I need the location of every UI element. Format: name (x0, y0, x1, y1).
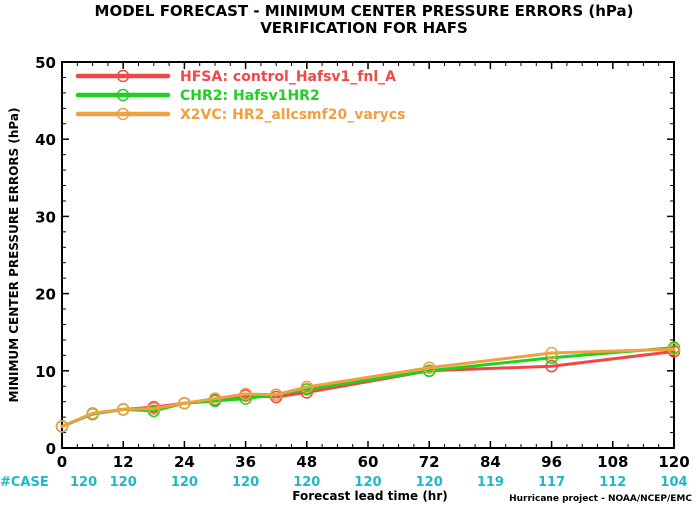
legend-entry: CHR2: Hafsv1HR2 (180, 88, 320, 104)
data-point (147, 402, 161, 415)
y-tick-label: 50 (35, 54, 56, 72)
legend-swatch-marker (116, 88, 130, 102)
series-layer (55, 341, 681, 433)
credit-text: Hurricane project - NOAA/NCEP/EMC (509, 494, 692, 504)
y-tick-label: 30 (35, 208, 56, 226)
x-tick-label: 48 (296, 453, 317, 471)
y-axis-label: MINIMUM CENTER PRESSURE ERRORS (hPa) (7, 108, 21, 403)
legend-swatch-marker (116, 107, 130, 121)
legend-swatch-marker (116, 69, 130, 83)
case-count-value: 104 (660, 475, 687, 490)
data-point (116, 403, 130, 416)
series-1 (55, 345, 681, 433)
case-count-value: 120 (416, 475, 443, 490)
x-tick-label: 84 (480, 453, 501, 471)
x-tick-label: 24 (174, 453, 195, 471)
chart-subtitle: VERIFICATION FOR HAFS (260, 19, 468, 37)
case-count-value: 120 (70, 475, 97, 490)
x-tick-label: 60 (358, 453, 379, 471)
data-point (422, 364, 436, 378)
data-point (239, 387, 252, 401)
case-count-value: 120 (354, 475, 381, 490)
series-2 (55, 341, 681, 433)
series-line (60, 350, 676, 428)
data-point (545, 346, 558, 360)
y-tick-label: 40 (35, 131, 56, 149)
x-axis-label: Forecast lead time (hr) (292, 489, 448, 503)
data-point (545, 359, 558, 373)
data-point (422, 361, 436, 374)
x-tick-label: 72 (419, 453, 440, 471)
y-tick-label: 10 (35, 363, 56, 381)
data-point (667, 342, 681, 356)
case-count-value: 112 (599, 475, 626, 490)
case-count-value: 117 (538, 475, 565, 490)
chart-title: MODEL FORECAST - MINIMUM CENTER PRESSURE… (95, 2, 634, 20)
x-tick-label: 96 (541, 453, 562, 471)
data-point (178, 396, 191, 410)
data-point (300, 380, 314, 394)
series-3 (55, 342, 681, 433)
data-point (55, 420, 69, 433)
y-tick-label: 20 (35, 286, 56, 304)
x-tick-label: 12 (113, 453, 134, 471)
case-count-value: 120 (110, 475, 137, 490)
legend: HFSA: control_Hafsv1_fnl_A CHR2: Hafsv1HR… (75, 69, 405, 123)
legend-entry: HFSA: control_Hafsv1_fnl_A (180, 69, 396, 85)
x-tick-label: 108 (597, 453, 628, 471)
case-count-value: 120 (171, 475, 198, 490)
data-point (269, 388, 283, 401)
case-count-value: 120 (293, 475, 320, 490)
data-point (208, 392, 222, 405)
data-point (86, 407, 99, 420)
case-count-label: #CASE (0, 475, 49, 490)
x-tick-label: 36 (235, 453, 256, 471)
case-count-value: 120 (232, 475, 259, 490)
legend-entry: X2VC: HR2_allcsmf20_varycs (180, 107, 405, 123)
x-tick-label: 120 (658, 453, 689, 471)
x-tick-label: 0 (57, 453, 67, 471)
case-count-value: 119 (477, 475, 504, 490)
y-tick-label: 0 (46, 440, 56, 458)
